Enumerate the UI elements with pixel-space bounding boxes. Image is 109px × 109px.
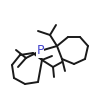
- Text: P: P: [36, 44, 44, 58]
